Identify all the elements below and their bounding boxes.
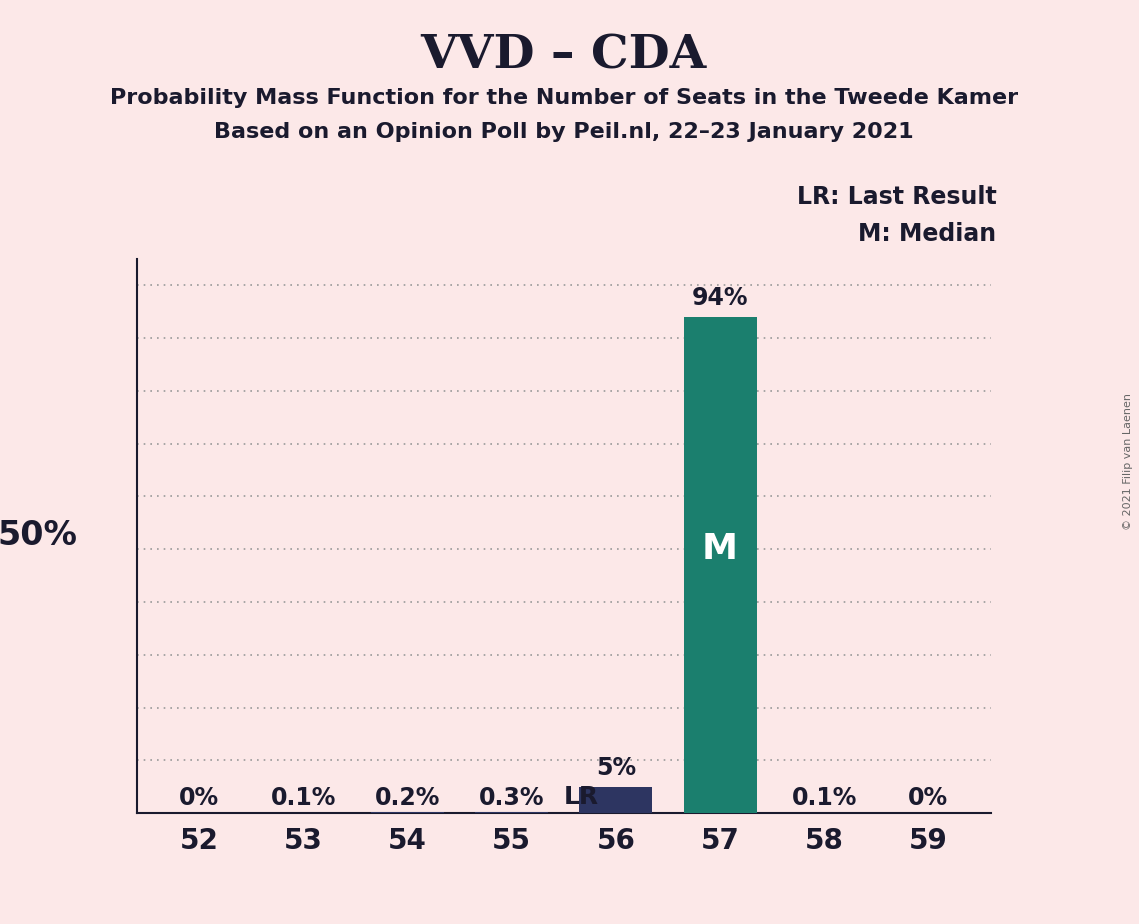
Text: LR: Last Result: LR: Last Result — [797, 185, 997, 209]
Text: Probability Mass Function for the Number of Seats in the Tweede Kamer: Probability Mass Function for the Number… — [109, 88, 1018, 108]
Text: Based on an Opinion Poll by Peil.nl, 22–23 January 2021: Based on an Opinion Poll by Peil.nl, 22–… — [214, 122, 913, 142]
Text: LR: LR — [564, 785, 599, 809]
Bar — [683, 317, 756, 813]
Text: 0%: 0% — [909, 786, 949, 810]
Bar — [475, 811, 548, 813]
Text: M: Median: M: Median — [859, 222, 997, 246]
Text: 5%: 5% — [596, 757, 636, 781]
Text: 0.2%: 0.2% — [375, 786, 441, 810]
Text: 0%: 0% — [179, 786, 219, 810]
Text: VVD – CDA: VVD – CDA — [420, 32, 707, 79]
Text: © 2021 Filip van Laenen: © 2021 Filip van Laenen — [1123, 394, 1133, 530]
Text: 0.1%: 0.1% — [792, 786, 857, 810]
Text: 0.3%: 0.3% — [480, 786, 544, 810]
Bar — [580, 786, 653, 813]
Text: 0.1%: 0.1% — [271, 786, 336, 810]
Text: 94%: 94% — [691, 286, 748, 310]
Bar — [371, 812, 444, 813]
Text: 50%: 50% — [0, 519, 76, 553]
Text: M: M — [702, 532, 738, 566]
